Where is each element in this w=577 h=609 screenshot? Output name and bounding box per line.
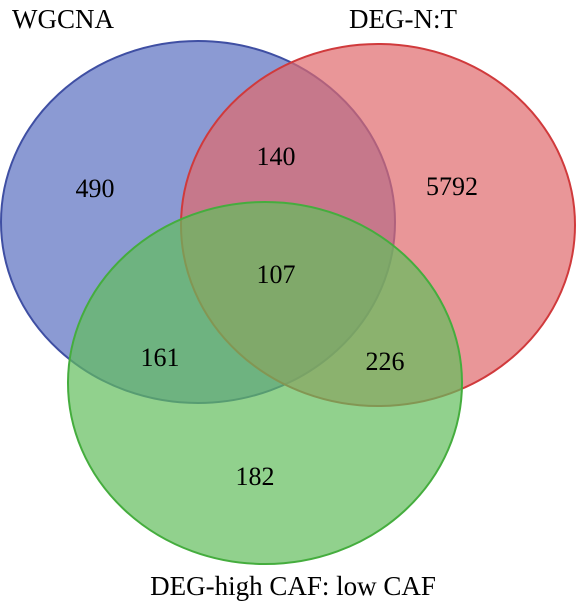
count-wgcna-deg-nt: 140 [257,142,296,171]
set-deg-caf-circle [67,201,463,565]
set-label-deg-nt: DEG-N:T [349,4,457,34]
count-wgcna-only: 490 [76,174,115,203]
set-label-deg-caf: DEG-high CAF: low CAF [150,571,436,601]
count-deg-caf-only: 182 [236,462,275,491]
set-label-wgcna: WGCNA [12,4,114,34]
count-deg-nt-deg-caf: 226 [366,347,405,376]
count-wgcna-deg-caf: 161 [141,343,180,372]
count-all-three: 107 [257,260,296,289]
count-deg-nt-only: 5792 [426,172,478,201]
